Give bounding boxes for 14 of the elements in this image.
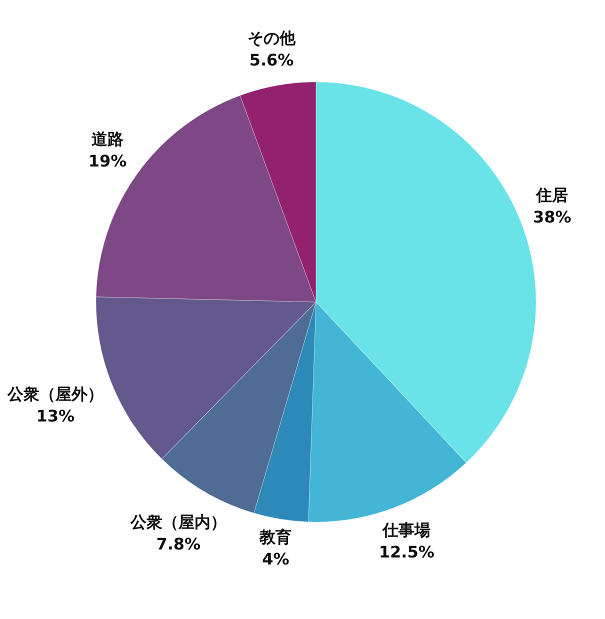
data-label: 38% [533,207,572,226]
data-label: 4% [262,550,290,569]
slice-label: 公衆（屋内） [129,512,226,532]
data-label: 12.5% [378,542,434,562]
data-label: 19% [88,151,127,170]
slice-label: 公衆（屋外） [6,384,104,404]
data-label: 5.6% [249,50,294,70]
data-label: 13% [36,406,75,426]
slice-label: その他 [248,28,297,48]
slice-label: 道路 [92,129,124,148]
slice-label: 教育 [258,528,292,547]
slice-label: 仕事場 [382,520,431,540]
data-label: 7.8% [156,534,201,554]
slice-label: 住居 [535,185,568,204]
